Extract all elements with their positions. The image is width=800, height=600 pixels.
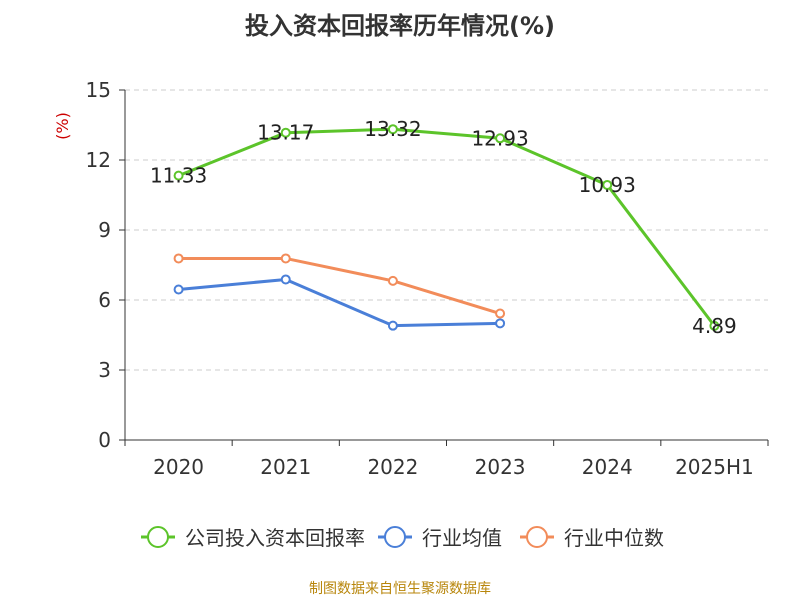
series-line-0 (178, 127, 716, 327)
data-point (495, 133, 506, 144)
x-tick-label: 2023 (475, 455, 526, 479)
data-point (173, 253, 184, 264)
data-label: 13.32 (364, 117, 421, 141)
data-point (387, 124, 398, 135)
series-line-1 (178, 277, 501, 328)
data-point (280, 274, 291, 285)
chart-title: 投入资本回报率历年情况(%) (245, 12, 555, 40)
y-tick-label: 0 (98, 428, 111, 452)
data-point (495, 308, 506, 319)
source-note: 制图数据来自恒生聚源数据库 (309, 581, 491, 597)
data-point (602, 179, 613, 190)
y-tick-label: 6 (98, 288, 111, 312)
x-tick-label: 2021 (260, 455, 311, 479)
data-point (280, 127, 291, 138)
y-axis-label: (%) (53, 112, 72, 140)
y-tick-label: 15 (86, 78, 111, 102)
data-label: 4.89 (692, 314, 737, 338)
legend-marker (147, 526, 169, 548)
data-point (173, 284, 184, 295)
data-point (280, 253, 291, 264)
x-tick-label: 2020 (153, 455, 204, 479)
data-label: 10.93 (579, 173, 636, 197)
x-tick-label: 2024 (582, 455, 633, 479)
x-tick-label: 2025H1 (675, 455, 754, 479)
data-point (387, 320, 398, 331)
legend-label: 行业均值 (422, 526, 502, 550)
legend-label: 公司投入资本回报率 (185, 526, 365, 550)
data-point (495, 318, 506, 329)
legend-label: 行业中位数 (564, 526, 664, 550)
data-label: 13.17 (257, 121, 314, 145)
y-tick-label: 9 (98, 218, 111, 242)
legend-marker (526, 526, 548, 548)
series-line-2 (178, 256, 501, 315)
data-label: 11.33 (150, 164, 207, 188)
data-point (387, 275, 398, 286)
data-label: 12.93 (471, 126, 528, 150)
data-point (709, 320, 720, 331)
y-tick-label: 12 (86, 148, 111, 172)
data-point (173, 170, 184, 181)
legend-marker (384, 526, 406, 548)
y-tick-label: 3 (98, 358, 111, 382)
x-tick-label: 2022 (367, 455, 418, 479)
